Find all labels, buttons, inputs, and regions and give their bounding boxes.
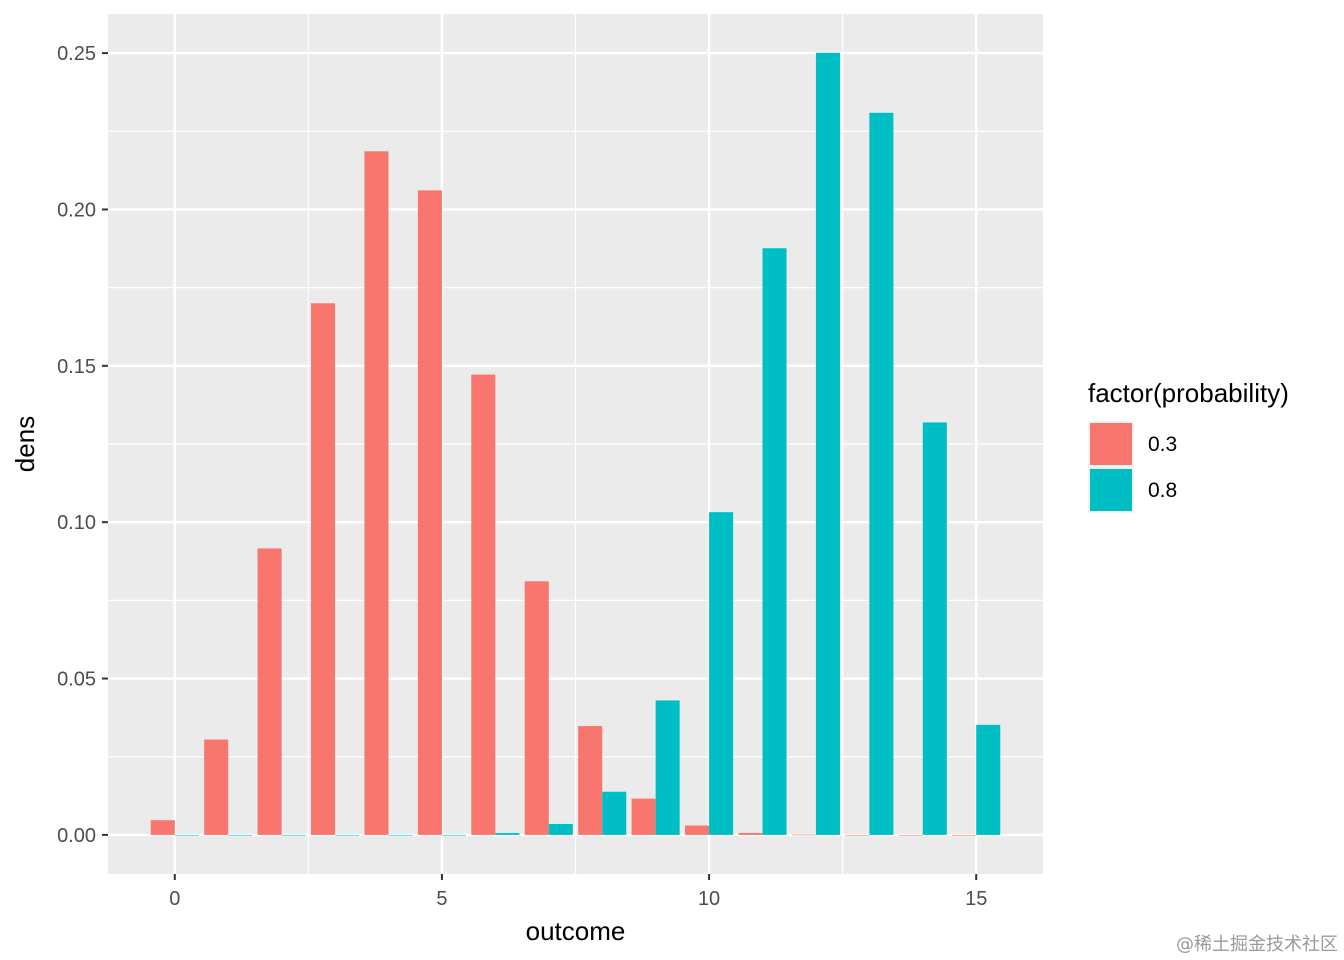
- bar-0_8-outcome-14: [922, 422, 947, 835]
- bar-0_3-outcome-3: [311, 303, 336, 835]
- legend-label-0_3: 0.3: [1148, 433, 1177, 456]
- y-tick-label: 0.15: [57, 356, 96, 378]
- bar-0_3-outcome-13: [845, 834, 870, 836]
- legend-key-0_8: [1090, 469, 1132, 511]
- x-axis: 0 5 10 15: [169, 874, 987, 910]
- bar-0_8-outcome-4: [388, 834, 413, 836]
- y-tick-label: 0.05: [57, 669, 96, 691]
- legend: factor(probability) 0.3 0.8: [1088, 378, 1289, 513]
- bar-0_8-outcome-8: [602, 791, 627, 835]
- x-tick-label: 0: [169, 888, 180, 910]
- y-tick-label: 0.10: [57, 512, 96, 534]
- x-tick-label: 15: [965, 888, 987, 910]
- bar-0_3-outcome-11: [738, 833, 763, 835]
- bar-0_8-outcome-5: [441, 834, 466, 836]
- y-tick-label: 0.20: [57, 199, 96, 221]
- legend-title: factor(probability): [1088, 378, 1289, 408]
- bar-0_3-outcome-15: [952, 834, 977, 836]
- y-tick-label: 0.00: [57, 825, 96, 847]
- bar-0_8-outcome-2: [281, 834, 306, 836]
- legend-key-0_3: [1090, 423, 1132, 465]
- bar-0_3-outcome-10: [685, 825, 710, 835]
- y-tick-label: 0.25: [57, 43, 96, 65]
- bar-0_3-outcome-0: [150, 820, 175, 835]
- watermark: @稀土掘金技术社区: [1176, 934, 1338, 955]
- x-axis-title: outcome: [526, 916, 626, 946]
- bar-0_3-outcome-4: [364, 151, 389, 835]
- bar-0_8-outcome-12: [815, 52, 840, 835]
- bar-0_3-outcome-5: [417, 190, 442, 835]
- bar-0_3-outcome-14: [898, 834, 923, 836]
- y-axis: 0.00 0.05 0.10 0.15 0.20 0.25: [57, 43, 108, 847]
- bar-0_8-outcome-15: [976, 724, 1001, 835]
- bar-0_3-outcome-12: [791, 834, 816, 836]
- bar-0_8-outcome-6: [495, 833, 520, 835]
- bar-0_3-outcome-9: [631, 798, 656, 835]
- bar-0_8-outcome-9: [655, 700, 680, 835]
- bar-0_3-outcome-2: [257, 548, 282, 835]
- bar-0_8-outcome-1: [228, 834, 253, 836]
- bar-0_8-outcome-13: [869, 112, 894, 835]
- bar-0_3-outcome-6: [471, 374, 496, 835]
- bar-0_8-outcome-10: [709, 512, 734, 835]
- legend-label-0_8: 0.8: [1148, 479, 1177, 502]
- bar-0_3-outcome-1: [204, 739, 229, 835]
- y-axis-title: dens: [10, 416, 40, 472]
- bar-0_8-outcome-0: [174, 834, 199, 836]
- bar-0_3-outcome-7: [524, 581, 549, 835]
- bar-0_3-outcome-8: [578, 726, 603, 835]
- bar-0_8-outcome-7: [548, 823, 573, 835]
- x-tick-label: 10: [698, 888, 720, 910]
- bar-0_8-outcome-3: [335, 834, 360, 836]
- x-tick-label: 5: [436, 888, 447, 910]
- bar-0_8-outcome-11: [762, 248, 787, 835]
- bars: [150, 52, 1001, 836]
